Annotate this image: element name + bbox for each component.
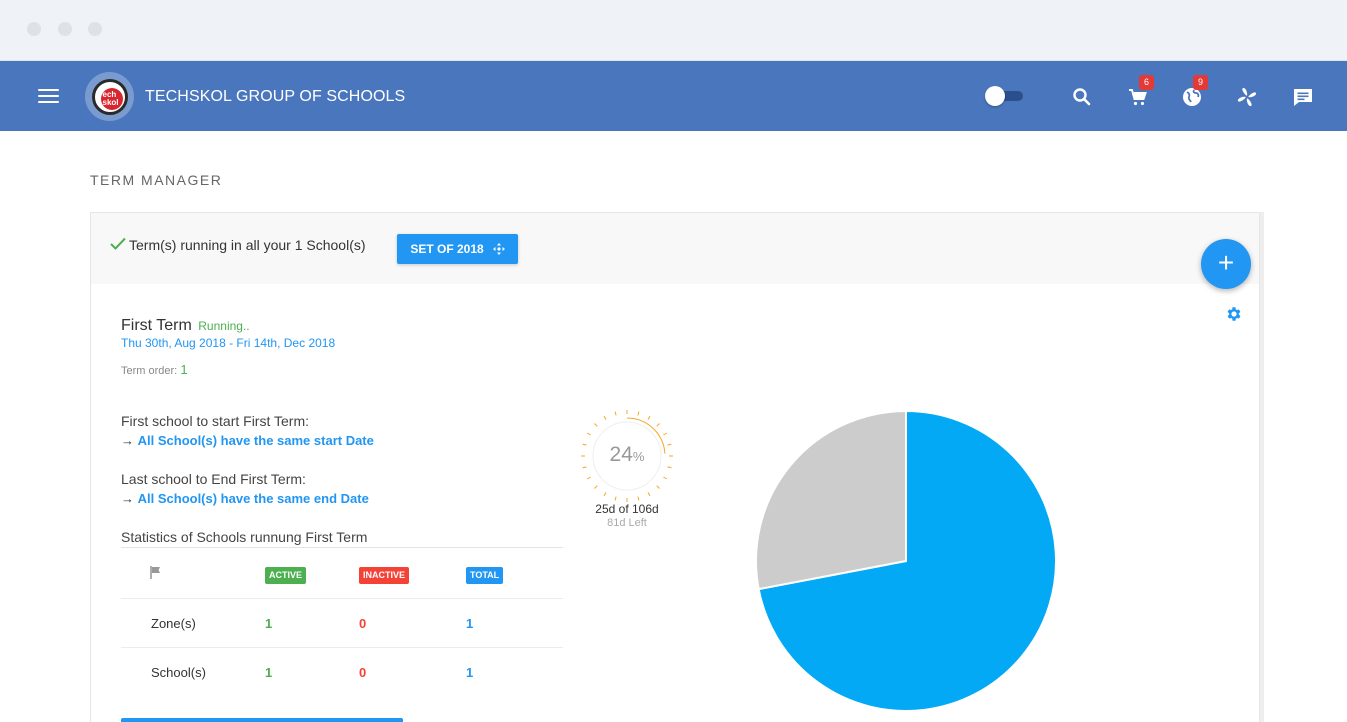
- term-dates: Thu 30th, Aug 2018 - Fri 14th, Dec 2018: [121, 336, 336, 350]
- progress-tick: [582, 443, 587, 446]
- progress-tick: [586, 432, 591, 436]
- progress-tick: [586, 476, 591, 480]
- cart-icon[interactable]: 6: [1126, 75, 1154, 109]
- progress-percent: 24%: [609, 443, 645, 466]
- progress-tick: [582, 466, 587, 469]
- progress-tick: [637, 411, 640, 416]
- view-schools-button[interactable]: [121, 718, 403, 722]
- pie-slice-1: [755, 410, 907, 591]
- add-term-button[interactable]: +: [1201, 239, 1251, 289]
- inactive-header: INACTIVE: [359, 567, 410, 584]
- schools-inactive: 0: [359, 665, 367, 680]
- progress-tick: [603, 415, 607, 420]
- row-label-zones: Zone(s): [151, 616, 196, 631]
- progress-tick: [603, 492, 607, 497]
- term-status: Running..: [198, 319, 250, 333]
- window-minimize-dot[interactable]: [58, 22, 72, 36]
- last-end-link[interactable]: All School(s) have the same end Date: [137, 491, 369, 506]
- divider: [121, 598, 563, 599]
- stats-title: Statistics of Schools runnung First Term: [121, 529, 368, 545]
- divider: [121, 547, 563, 548]
- term-pie-chart: [755, 410, 1057, 712]
- schools-active: 1: [265, 665, 273, 680]
- days-elapsed: 25d of 106d: [595, 502, 659, 516]
- mode-toggle[interactable]: [985, 86, 1023, 106]
- running-message: Term(s) running in all your 1 School(s): [129, 237, 366, 253]
- messages-icon[interactable]: [1291, 85, 1315, 109]
- progress-tick: [663, 476, 668, 480]
- progress-tick: [594, 423, 598, 427]
- page-title: TERM MANAGER: [90, 172, 223, 188]
- term-name: First Term Running..: [121, 317, 250, 334]
- last-end-label: Last school to End First Term:: [121, 471, 306, 487]
- progress-tick: [663, 432, 668, 436]
- globe-badge: 9: [1193, 75, 1208, 90]
- last-end-info: → All School(s) have the same end Date: [121, 491, 369, 506]
- row-label-schools: School(s): [151, 665, 206, 680]
- progress-tick: [667, 443, 672, 446]
- browser-chrome: [0, 0, 1347, 61]
- term-summary-bar: Term(s) running in all your 1 School(s) …: [91, 213, 1259, 289]
- search-icon[interactable]: [1070, 85, 1094, 109]
- globe-icon[interactable]: 9: [1180, 75, 1208, 109]
- zones-active: 1: [265, 616, 273, 631]
- pie-slice-0: [757, 410, 1057, 712]
- settings-gear-icon[interactable]: [1225, 305, 1243, 323]
- total-header: TOTAL: [466, 567, 504, 584]
- window-maximize-dot[interactable]: [88, 22, 102, 36]
- progress-tick: [647, 415, 651, 420]
- set-year-label: SET OF 2018: [410, 242, 484, 256]
- school-logo[interactable]: ech skol: [85, 72, 134, 121]
- term-order: Term order: 1: [121, 362, 188, 377]
- first-start-link[interactable]: All School(s) have the same start Date: [137, 433, 374, 448]
- window-close-dot[interactable]: [27, 22, 41, 36]
- cart-badge: 6: [1139, 75, 1154, 90]
- schools-total: 1: [466, 665, 474, 680]
- progress-tick: [647, 492, 651, 497]
- progress-tick: [667, 466, 672, 469]
- progress-arc: [626, 417, 666, 454]
- term-card: Term(s) running in all your 1 School(s) …: [90, 212, 1260, 722]
- progress-tick: [656, 423, 660, 427]
- divider: [121, 647, 563, 648]
- check-icon: [110, 237, 126, 250]
- zones-inactive: 0: [359, 616, 367, 631]
- set-year-button[interactable]: SET OF 2018: [397, 234, 518, 264]
- menu-icon[interactable]: [38, 88, 59, 104]
- school-name: TECHSKOL GROUP OF SCHOOLS: [145, 88, 406, 105]
- move-icon: [492, 243, 505, 255]
- first-start-label: First school to start First Term:: [121, 413, 309, 429]
- progress-ring: [592, 421, 662, 491]
- progress-tick: [594, 485, 598, 489]
- days-left: 81d Left: [607, 517, 647, 529]
- fan-icon[interactable]: [1235, 85, 1259, 109]
- term-progress-dial: [581, 410, 673, 502]
- progress-tick: [656, 485, 660, 489]
- term-order-value: 1: [180, 362, 188, 377]
- progress-tick: [614, 496, 617, 501]
- flag-icon: [150, 566, 160, 579]
- app-header: ech skol TECHSKOL GROUP OF SCHOOLS 6 9: [0, 61, 1347, 131]
- active-header: ACTIVE: [265, 567, 307, 584]
- first-start-info: → All School(s) have the same start Date: [121, 433, 374, 448]
- progress-tick: [637, 496, 640, 501]
- zones-total: 1: [466, 616, 474, 631]
- progress-tick: [614, 411, 617, 416]
